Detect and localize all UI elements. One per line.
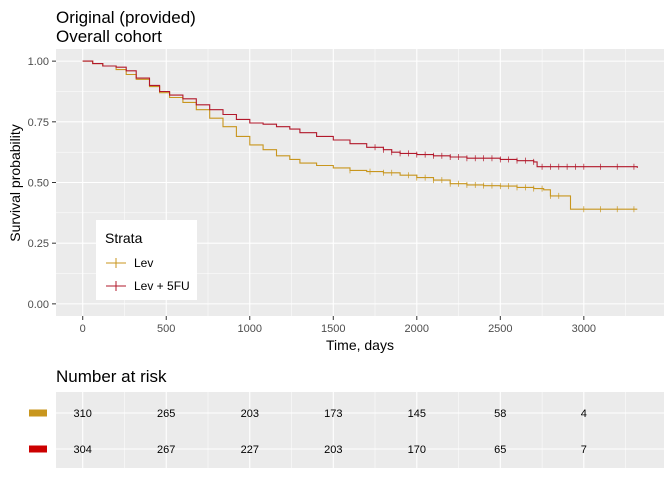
risk-table-values: 310 265 203 173 145 58 4 304 267 227 203 170 65 7 (74, 408, 587, 456)
risk-table-panel (56, 392, 664, 468)
risk-table-title: Number at risk (56, 367, 167, 386)
risk-table-strata-keys (29, 409, 47, 453)
chart-title-line2: Overall cohort (56, 27, 162, 46)
x-tick-label: 1500 (321, 323, 345, 335)
risk-table-gridlines (56, 392, 664, 468)
risk-value-lev-5fu: 227 (241, 444, 259, 456)
legend-label-lev: Lev (134, 256, 153, 270)
risk-value-lev: 203 (241, 408, 259, 420)
curve-lev-5fu (82, 60, 638, 168)
x-tick-label: 2500 (488, 323, 512, 335)
risk-value-lev: 4 (581, 408, 587, 420)
risk-value-lev: 173 (324, 408, 342, 420)
risk-value-lev: 265 (157, 408, 175, 420)
x-tick-label: 2000 (405, 323, 429, 335)
y-axis-title: Survival probability (7, 124, 23, 242)
y-tick-label: 0.00 (28, 299, 49, 311)
risk-value-lev: 145 (408, 408, 426, 420)
y-tick-label: 0.75 (28, 117, 49, 129)
risk-value-lev-5fu: 170 (408, 444, 426, 456)
chart-title-line1: Original (provided) (56, 8, 196, 27)
legend-title: Strata (105, 230, 143, 246)
risk-value-lev-5fu: 267 (157, 444, 175, 456)
risk-value-lev-5fu: 7 (581, 444, 587, 456)
x-tick-label: 3000 (572, 323, 596, 335)
y-tick-label: 1.00 (28, 56, 49, 68)
risk-key-lev (29, 409, 47, 417)
x-axis: 0 500 1000 1500 2000 2500 3000 (80, 316, 596, 335)
legend-box (96, 220, 197, 300)
risk-value-lev-5fu: 304 (74, 444, 92, 456)
y-axis: 0.00 0.25 0.50 0.75 1.00 (28, 56, 56, 311)
censor-marks (349, 144, 635, 213)
legend-label-lev5fu: Lev + 5FU (134, 279, 190, 293)
risk-value-lev-5fu: 203 (324, 444, 342, 456)
legend: Strata Lev Lev + 5FU (96, 220, 197, 300)
x-tick-label: 500 (157, 323, 175, 335)
risk-value-lev: 58 (494, 408, 506, 420)
x-axis-title: Time, days (326, 337, 394, 353)
x-tick-label: 1000 (238, 323, 262, 335)
y-tick-label: 0.50 (28, 178, 49, 190)
x-tick-label: 0 (80, 323, 86, 335)
major-gridlines (56, 49, 664, 316)
risk-value-lev: 310 (74, 408, 92, 420)
risk-key-lev-5fu (29, 445, 47, 453)
y-tick-label: 0.25 (28, 238, 49, 250)
risk-value-lev-5fu: 65 (494, 444, 506, 456)
